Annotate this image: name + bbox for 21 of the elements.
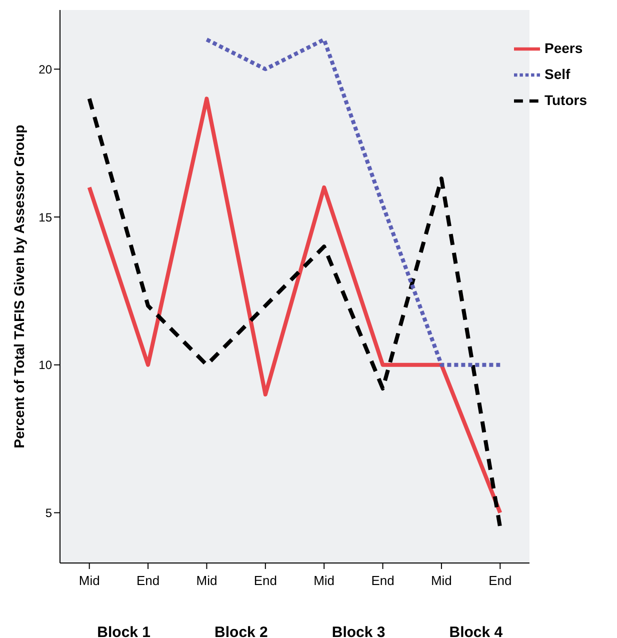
y-tick-label: 20: [38, 62, 52, 76]
y-tick-label: 10: [38, 358, 52, 372]
x-tick-label: End: [371, 573, 394, 588]
x-tick-label: End: [488, 573, 512, 588]
y-axis-title: Percent of Total TAFIS Given by Assessor Group: [10, 124, 27, 448]
legend-label: Peers: [544, 40, 583, 56]
text: Block 4: [449, 624, 504, 638]
x-tick-label: Mid: [314, 573, 335, 588]
y-tick-label: 5: [45, 506, 52, 520]
y-tick-label: 15: [38, 210, 52, 224]
x-tick-label: Mid: [78, 573, 100, 588]
x-tick-label: Mid: [430, 573, 452, 588]
text: Block 1: [97, 624, 151, 638]
x-tick-label: End: [254, 573, 277, 588]
legend-label: Self: [544, 66, 570, 82]
x-tick-label: Mid: [196, 573, 218, 588]
x-tick-label: End: [136, 573, 160, 588]
line-series: [204, 38, 502, 367]
text: Block 2: [214, 624, 268, 638]
legend-label: Tutors: [544, 92, 587, 108]
text: Block 3: [332, 624, 386, 638]
